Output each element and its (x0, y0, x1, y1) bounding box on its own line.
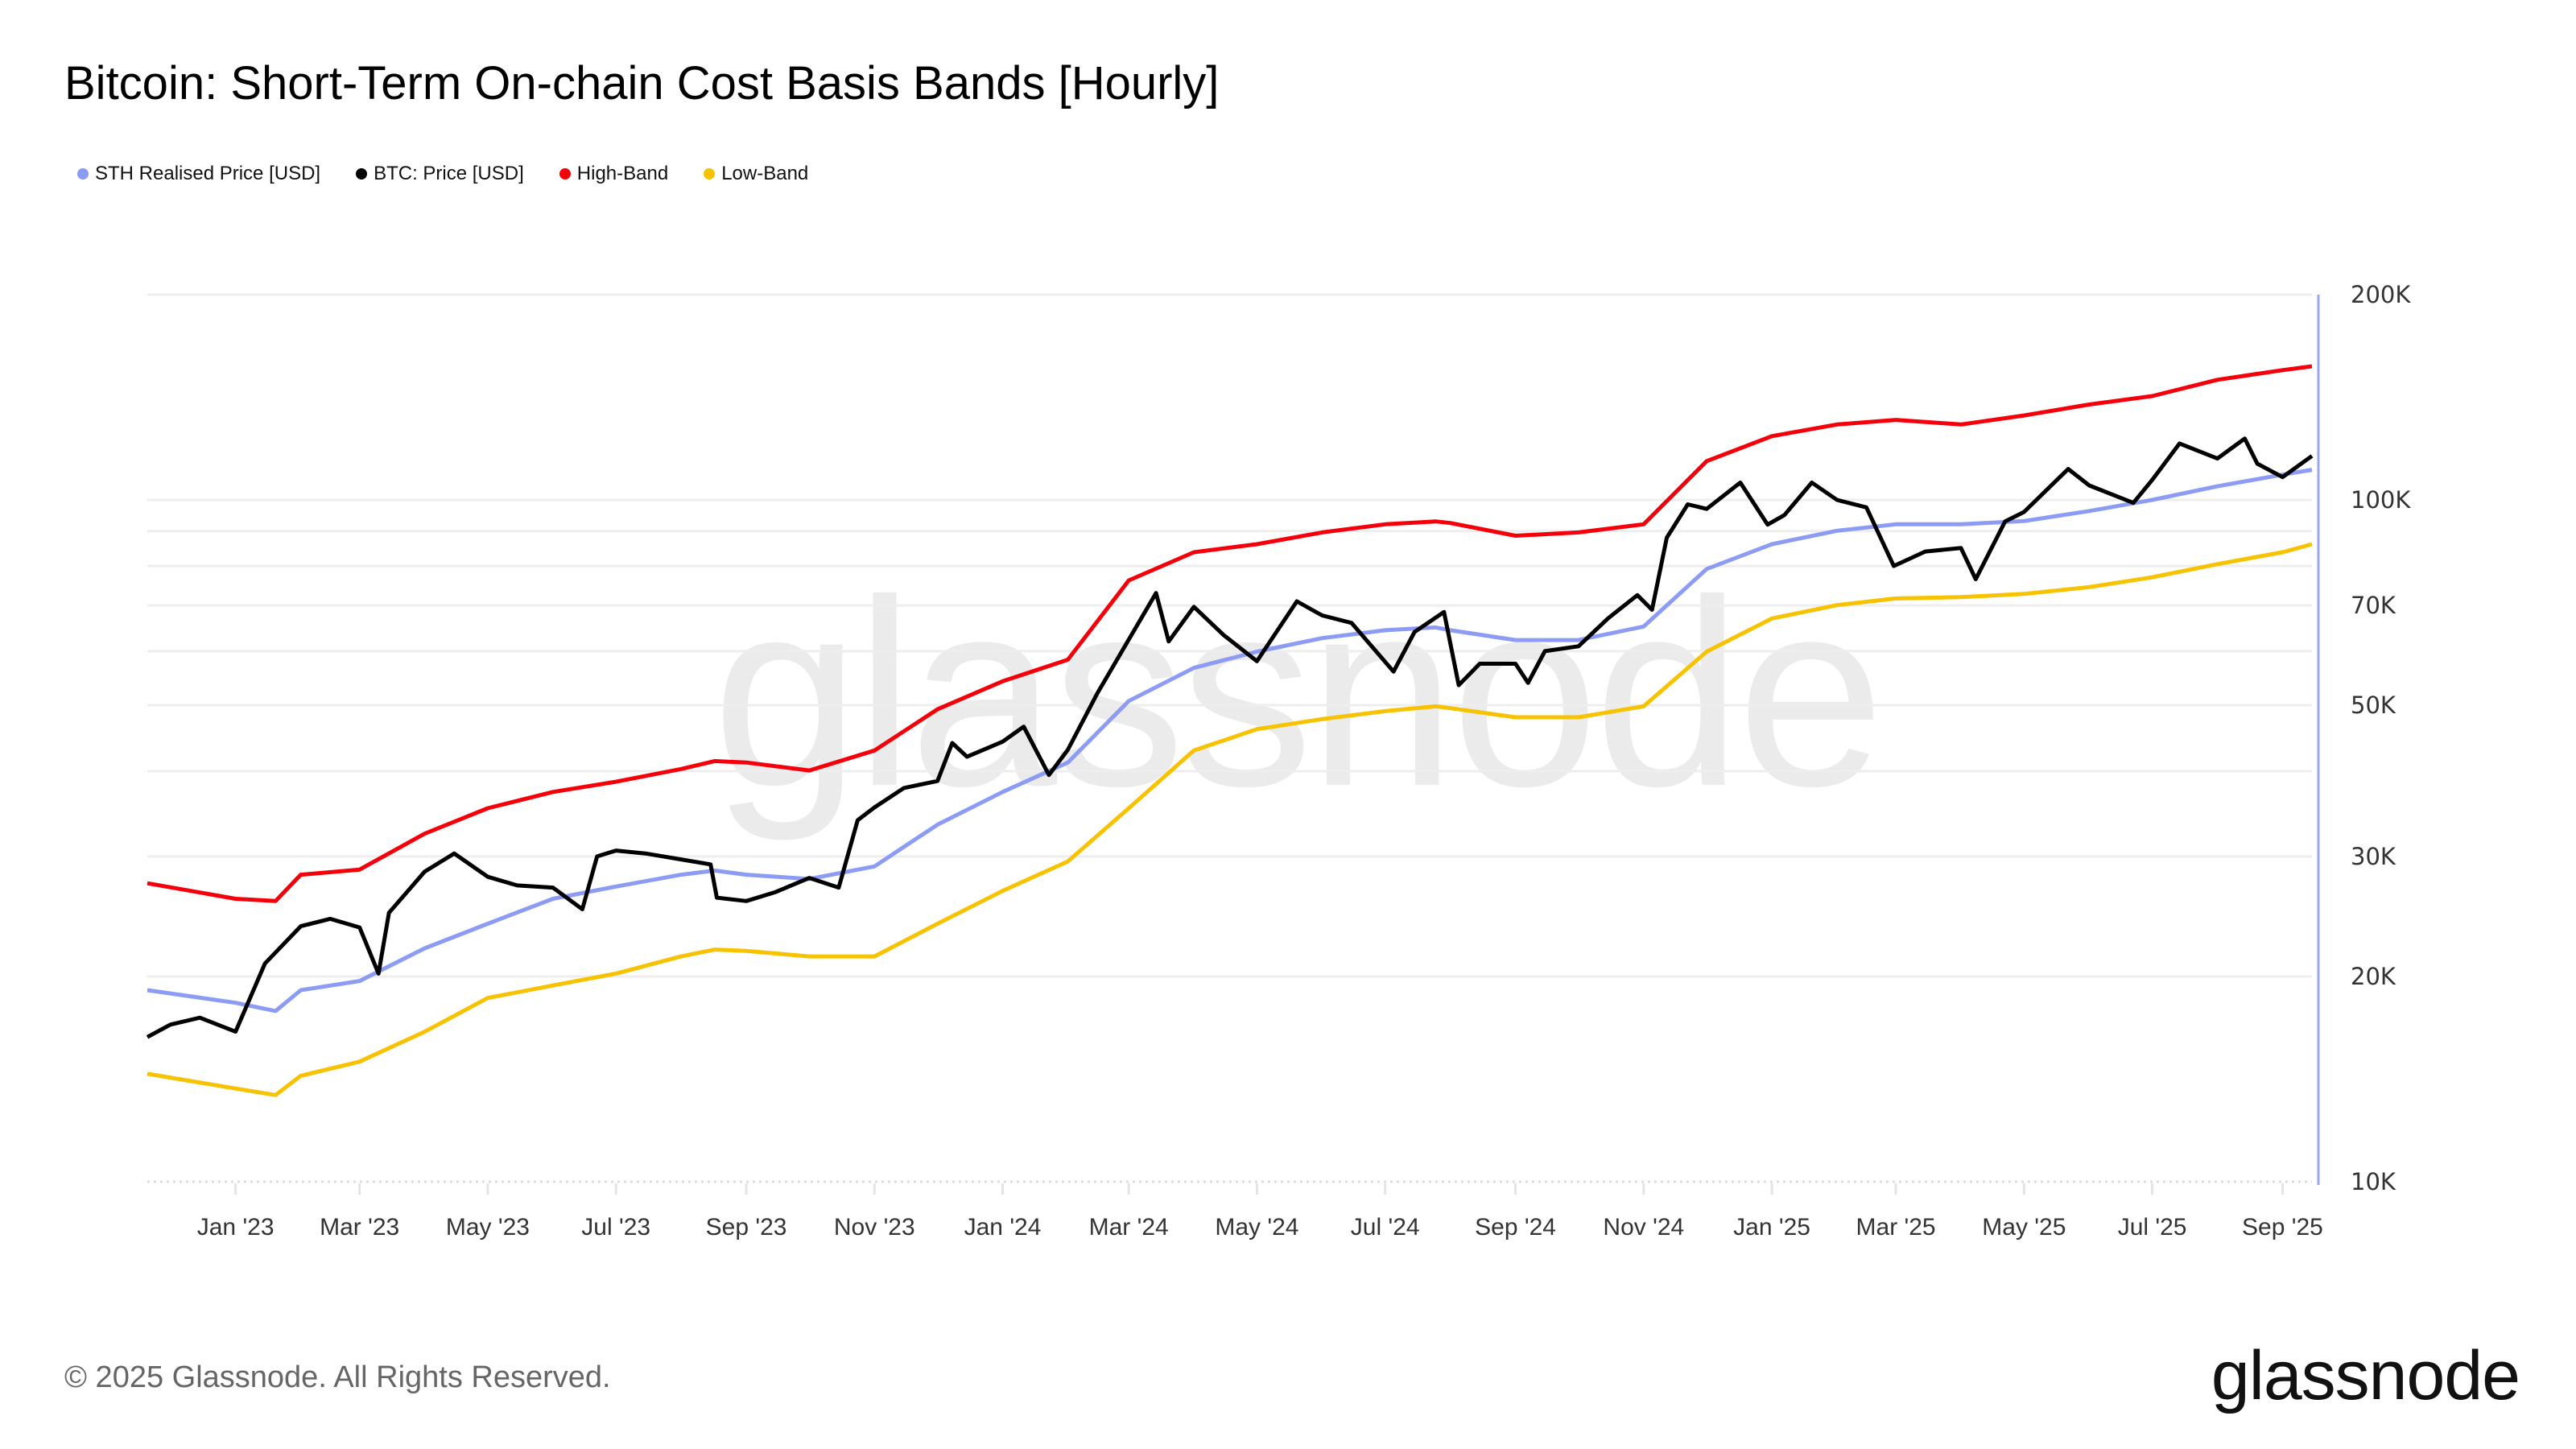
legend-label: Low-Band (721, 163, 809, 184)
y-tick-label: 20K (2351, 963, 2396, 990)
btc-price-line (146, 436, 2314, 1039)
gridlines (147, 293, 2312, 1183)
y-tick-label: 70K (2351, 592, 2396, 619)
legend-dot-icon (559, 168, 571, 180)
y-tick-label: 200K (2351, 281, 2411, 308)
x-tick-label: Jul '25 (2118, 1214, 2187, 1241)
x-tick-label: Mar '24 (1089, 1214, 1169, 1241)
x-tick-label: Jan '25 (1733, 1214, 1810, 1241)
x-tick-label: Mar '23 (320, 1214, 399, 1241)
legend: STH Realised Price [USD] BTC: Price [USD… (77, 163, 808, 185)
sth-realised-price-line (147, 468, 2313, 1013)
legend-item-sth-realised-price[interactable]: STH Realised Price [USD] (77, 163, 320, 185)
legend-item-low-band[interactable]: Low-Band (704, 163, 808, 185)
x-tick-label: May '25 (1982, 1214, 2066, 1241)
legend-label: High-Band (576, 163, 669, 184)
x-tick-label: Jul '23 (581, 1214, 650, 1241)
x-tick-label: Jan '24 (964, 1214, 1042, 1241)
y-tick-label: 100K (2351, 486, 2411, 514)
copyright-footer: © 2025 Glassnode. All Rights Reserved. (64, 1360, 611, 1394)
glassnode-logo: glassnode (2211, 1337, 2520, 1414)
x-tick-label: Nov '24 (1603, 1214, 1684, 1241)
y-tick-label: 30K (2351, 843, 2396, 870)
low-band-line (147, 542, 2313, 1097)
x-tick-label: Sep '25 (2242, 1214, 2323, 1241)
legend-dot-icon (356, 168, 368, 180)
legend-item-high-band[interactable]: High-Band (559, 163, 668, 185)
x-tick-label: May '24 (1215, 1214, 1298, 1241)
legend-label: STH Realised Price [USD] (95, 163, 321, 184)
legend-dot-icon (77, 168, 89, 180)
x-tick-label: Sep '23 (706, 1214, 787, 1241)
chart-title: Bitcoin: Short-Term On-chain Cost Basis … (64, 57, 1220, 109)
legend-dot-icon (704, 168, 716, 180)
x-tick-label: Jan '23 (197, 1214, 275, 1241)
y-tick-label: 10K (2351, 1168, 2396, 1195)
x-tick-label: Mar '25 (1856, 1214, 1936, 1241)
watermark: glassnode (712, 544, 1880, 843)
legend-item-btc-price[interactable]: BTC: Price [USD] (356, 163, 524, 185)
axes: 200K 100K 70K 50K 30K 20K 10K Jan '23 Mar '23 May… (197, 281, 2412, 1241)
legend-label: BTC: Price [USD] (374, 163, 524, 184)
x-tick-label: Jul '24 (1351, 1214, 1420, 1241)
x-tick-label: Sep '24 (1475, 1214, 1556, 1241)
y-tick-label: 50K (2351, 691, 2396, 719)
x-tick-label: May '23 (446, 1214, 530, 1241)
series-lines (146, 364, 2314, 1097)
high-band-line (147, 364, 2313, 903)
x-tick-label: Nov '23 (834, 1214, 915, 1241)
